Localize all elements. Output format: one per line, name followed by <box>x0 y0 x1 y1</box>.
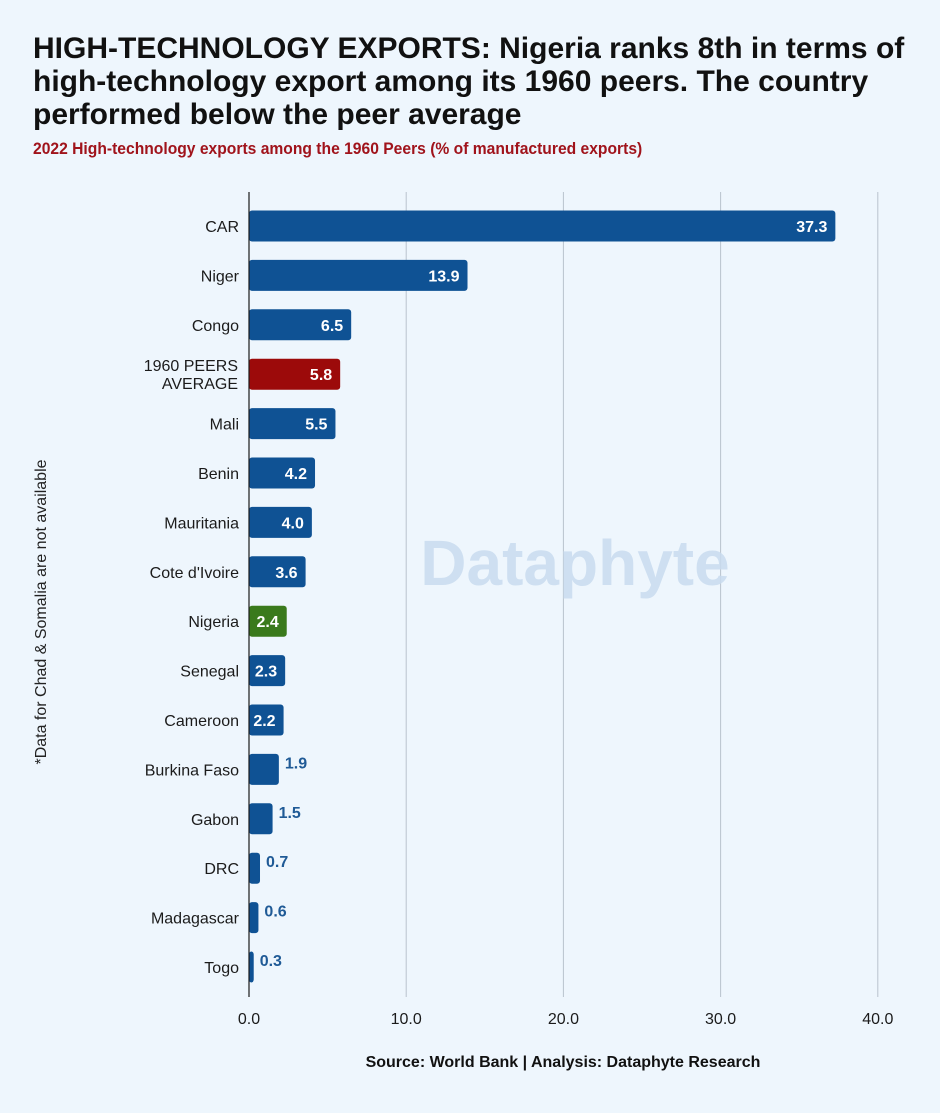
category-label: Nigeria <box>188 614 239 631</box>
bar <box>249 803 273 835</box>
value-label: 5.8 <box>310 367 332 384</box>
bar <box>249 902 259 934</box>
category-label: Burkina Faso <box>145 762 239 779</box>
bar <box>249 605 287 637</box>
chart-title: HIGH-TECHNOLOGY EXPORTS: Nigeria ranks 8… <box>33 32 905 131</box>
bar-chart: Dataphyte CAR Niger Congo 1960 PEERS AVERAGE… <box>144 192 894 1028</box>
bar <box>249 556 306 588</box>
x-tick-label: 30.0 <box>705 1011 736 1028</box>
category-label: DRC <box>204 861 239 878</box>
category-label: CAR <box>205 219 239 236</box>
value-label: 5.5 <box>305 417 327 434</box>
bar <box>249 852 261 884</box>
value-label: 6.5 <box>321 318 343 335</box>
bar <box>249 506 312 538</box>
bar <box>249 210 836 242</box>
bar <box>249 753 279 785</box>
value-label: 4.2 <box>285 466 307 483</box>
bar <box>249 457 316 489</box>
x-tick-labels: 0.0 10.0 20.0 30.0 40.0 <box>238 1011 894 1028</box>
value-label: 1.5 <box>279 805 301 822</box>
bar <box>249 259 468 291</box>
bar <box>249 309 352 341</box>
x-tick-label: 0.0 <box>238 1011 260 1028</box>
value-label: 3.6 <box>275 565 297 582</box>
category-label: Mali <box>210 417 239 434</box>
bar <box>249 408 336 440</box>
category-label: Congo <box>192 318 239 335</box>
category-label: Senegal <box>180 664 239 681</box>
bar <box>249 358 341 390</box>
bars <box>249 210 836 983</box>
value-label: 0.7 <box>266 854 288 871</box>
value-label: 37.3 <box>796 219 827 236</box>
category-label: Madagascar <box>151 911 240 928</box>
x-tick-label: 40.0 <box>862 1011 893 1028</box>
category-label: Togo <box>204 960 239 977</box>
x-tick-label: 20.0 <box>548 1011 579 1028</box>
category-label: Cote d'Ivoire <box>150 565 239 582</box>
source-credit: Source: World Bank | Analysis: Dataphyte… <box>365 1054 761 1071</box>
gridlines <box>405 192 879 997</box>
chart-subtitle: 2022 High-technology exports among the 1… <box>33 139 643 158</box>
category-label: Benin <box>198 466 239 483</box>
x-tick-label: 10.0 <box>391 1011 422 1028</box>
value-label: 13.9 <box>428 268 459 285</box>
category-label: Niger <box>201 268 240 285</box>
watermark: Dataphyte <box>420 527 729 599</box>
category-label: Gabon <box>191 812 239 829</box>
value-label: 0.6 <box>264 904 286 921</box>
bar <box>249 704 284 736</box>
value-label: 2.2 <box>253 713 275 730</box>
value-label: 0.3 <box>260 953 282 970</box>
bar <box>249 655 286 687</box>
category-label: 1960 PEERS AVERAGE <box>144 358 238 393</box>
category-label: Cameroon <box>164 713 239 730</box>
value-label: 2.3 <box>255 664 277 681</box>
data-availability-note: *Data for Chad & Somalia are not availab… <box>33 459 50 765</box>
value-labels: 37.3 13.9 6.5 5.8 5.5 4.2 4.0 3.6 2.4 2.3 2.2 1.9 1.… <box>253 219 827 970</box>
bar <box>249 951 254 983</box>
category-label: Mauritania <box>164 515 239 532</box>
category-labels: CAR Niger Congo 1960 PEERS AVERAGE Mali Benin M… <box>144 219 240 977</box>
value-label: 1.9 <box>285 755 307 772</box>
value-label: 2.4 <box>256 614 278 631</box>
value-label: 4.0 <box>282 515 304 532</box>
